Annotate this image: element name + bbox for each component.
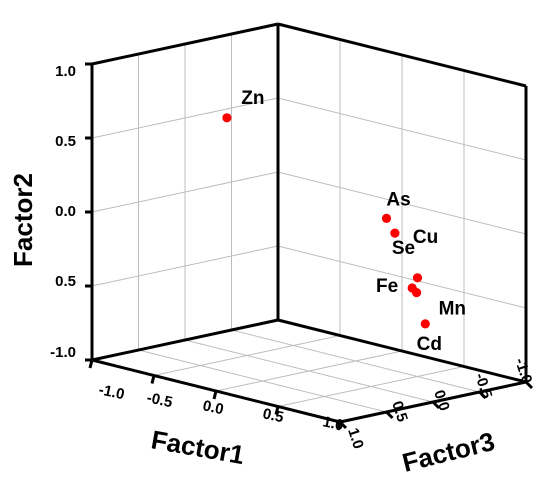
- factor3-tick: 0.5: [388, 399, 411, 424]
- factor2-tick: 0.0: [55, 203, 76, 220]
- frame-edge: [91, 22, 279, 66]
- factor1-tick-labels: -1.0 -0.5 0.0 0.5 1.0: [97, 381, 345, 434]
- factor1-tick-mark: [274, 406, 280, 415]
- point-label-se: Se: [392, 238, 415, 259]
- point-label-cd: Cd: [417, 334, 442, 355]
- factor1-tick: 0.0: [201, 397, 225, 418]
- point-as: [381, 213, 392, 223]
- factor1-tick-mark: [212, 390, 218, 400]
- factor3-tick: 0.0: [430, 388, 453, 413]
- factor3-axis-title: Factor3: [399, 426, 497, 478]
- point-zn: [222, 113, 232, 123]
- grid-line: [277, 366, 465, 407]
- axes-frame: [85, 22, 534, 431]
- point-label-as: As: [386, 189, 410, 210]
- factor1-tick-mark: [150, 375, 156, 384]
- point-cu: [390, 228, 400, 238]
- point-mn: [412, 288, 422, 298]
- factor3-tick-mark: [385, 410, 394, 420]
- factor3-tick-mark: [478, 390, 487, 400]
- factor3-tick-mark: [431, 400, 441, 410]
- frame-edge: [91, 318, 279, 362]
- frame-edge: [277, 22, 527, 88]
- point-label-fe: Fe: [376, 276, 398, 297]
- factor3-tick-mark: [524, 380, 534, 390]
- point-cd: [420, 319, 430, 329]
- point-se: [412, 273, 423, 283]
- factor3-tick: -1.0: [511, 356, 535, 386]
- factor3-tick: -0.5: [471, 371, 495, 401]
- factor3-tick: 1.0: [344, 426, 367, 451]
- factor2-tick: 0.5: [55, 273, 76, 290]
- grid-lines: [91, 34, 527, 413]
- factor1-tick: 0.5: [261, 405, 285, 426]
- point-label-cu: Cu: [413, 227, 438, 248]
- factor3-tick-labels: 1.0 0.5 0.0 -0.5 -1.0: [344, 356, 535, 451]
- grid-line: [231, 329, 480, 393]
- factor2-tick: 0.5: [55, 133, 76, 150]
- factor2-tick: -1.0: [50, 344, 76, 361]
- factor1-tick: -1.0: [97, 381, 126, 403]
- point-label-mn: Mn: [439, 299, 466, 320]
- frame-edge: [277, 318, 527, 384]
- factor1-tick: -0.5: [145, 389, 174, 411]
- factor1-tick: 1.0: [321, 413, 345, 434]
- factor1-axis-title: Factor1: [149, 424, 247, 470]
- grid-line: [277, 97, 527, 161]
- grid-line: [91, 97, 279, 139]
- factor2-axis-title: Factor2: [8, 173, 38, 267]
- factor2-tick: 1.0: [55, 63, 76, 80]
- point-label-zn: Zn: [241, 88, 264, 109]
- factor2-tick-labels: 1.0 0.5 0.0 0.5 -1.0: [50, 63, 76, 361]
- factor1-tick-mark: [336, 421, 342, 431]
- grid-line: [184, 339, 434, 403]
- grid-line: [277, 171, 527, 235]
